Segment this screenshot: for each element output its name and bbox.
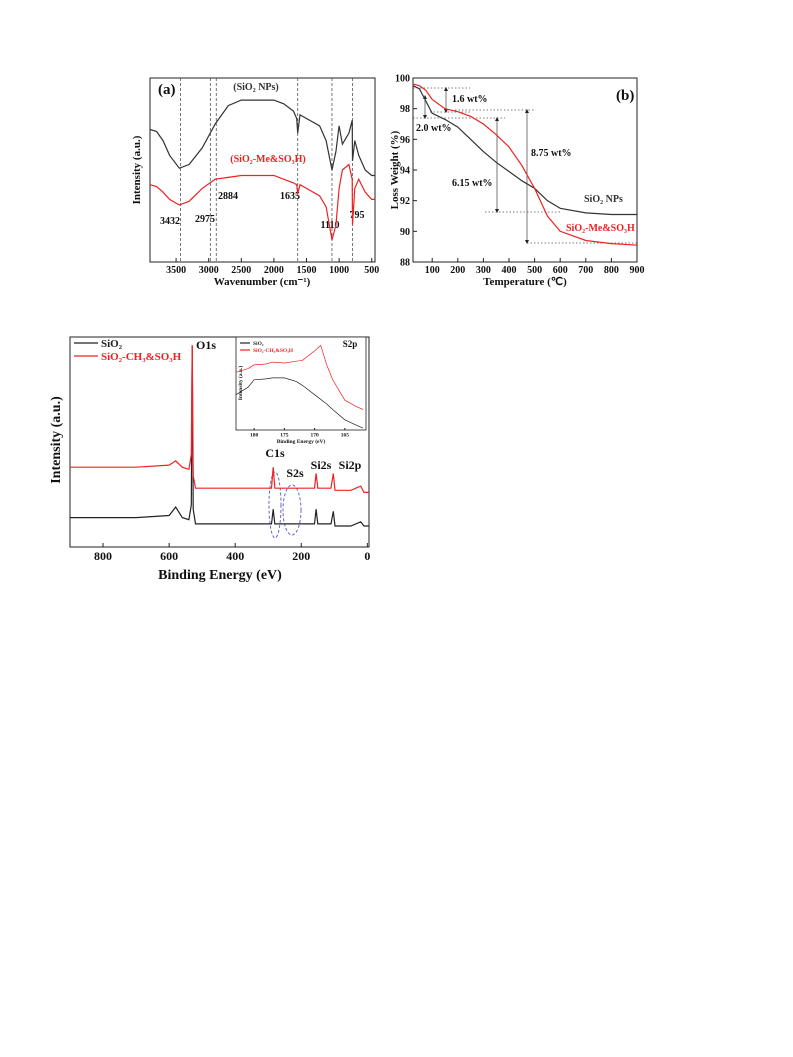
x-tick-label: 3000: [199, 265, 219, 276]
x-tick-label: 200: [450, 265, 465, 276]
annotation: (b): [616, 88, 634, 104]
x-tick-label: 2500: [231, 265, 251, 276]
peak-label: 2975: [195, 214, 215, 225]
series-line: [149, 163, 375, 241]
annotation: S2s: [286, 466, 304, 480]
x-tick-label: 400: [226, 549, 244, 563]
x-tick-label: 800: [94, 549, 112, 563]
ellipse: [268, 471, 282, 539]
series-line: [70, 345, 369, 527]
y-axis-label: Intensity (a.u.): [131, 135, 143, 204]
peak-label: 3432: [160, 216, 180, 227]
y-tick-label: 100: [395, 74, 410, 85]
peak-label: 2884: [218, 191, 238, 202]
series-label: (SiO₂-Me&SO₃H): [230, 154, 305, 165]
series-label: SiO₂ NPs: [584, 194, 623, 205]
series-line: [235, 377, 364, 429]
legend-label: SiO₂-CH₃&SO₃H: [101, 351, 182, 363]
x-tick-label: 1000: [329, 265, 349, 276]
x-axis-label: Binding Energy (eV): [158, 568, 282, 583]
x-tick-label: 500: [364, 265, 379, 276]
plot-frame: [149, 77, 376, 263]
x-tick-label: 700: [578, 265, 593, 276]
series-label: SiO₂-Me&SO₃H: [566, 223, 635, 234]
x-tick-label: 3500: [166, 265, 186, 276]
annotation: C1s: [265, 446, 285, 460]
annotation: (a): [158, 82, 176, 98]
xps-ellipses: [268, 471, 302, 539]
legend-label: SiO₂: [101, 338, 123, 350]
y-tick-label: 90: [400, 227, 410, 238]
x-tick-label: 300: [476, 265, 491, 276]
peak-label: 1635: [280, 191, 300, 202]
series-line: [70, 345, 369, 493]
x-tick-label: 400: [502, 265, 517, 276]
x-tick-label: 500: [527, 265, 542, 276]
annotation: 1.6 wt%: [452, 94, 488, 105]
series-line: [412, 83, 638, 246]
y-tick-label: 94: [400, 166, 410, 177]
annotation: Si2p: [339, 458, 362, 472]
x-tick-label: 600: [160, 549, 178, 563]
x-tick-label: 170: [310, 433, 319, 439]
x-axis-label: Temperature (℃): [483, 276, 567, 288]
annotation: S2p: [343, 339, 358, 349]
x-tick-label: 0: [364, 549, 370, 563]
annotation: O1s: [196, 338, 216, 352]
y-axis-label: Loss Weight (%): [389, 130, 401, 209]
y-tick-label: 96: [400, 135, 410, 146]
y-tick-label: 88: [400, 258, 410, 269]
ellipse: [282, 484, 302, 536]
annotation: Si2s: [311, 458, 332, 472]
annotation: 6.15 wt%: [452, 178, 493, 189]
annotation: 8.75 wt%: [531, 148, 572, 159]
y-axis-label: Intensity (a.u.): [49, 396, 64, 484]
series-line: [412, 85, 637, 216]
legend-label: SiO₂-CH₃&SO₃H: [253, 348, 294, 354]
tga-guides: [413, 87, 637, 244]
x-axis-label: Wavenumber (cm⁻¹): [214, 276, 311, 288]
plot-frame: [235, 336, 367, 431]
x-tick-label: 200: [292, 549, 310, 563]
series-line: [235, 344, 364, 410]
annotation: 2.0 wt%: [416, 123, 452, 134]
x-tick-label: 165: [341, 433, 350, 439]
y-tick-label: 92: [400, 196, 410, 207]
x-tick-label: 175: [280, 433, 289, 439]
x-tick-label: 800: [604, 265, 619, 276]
series-label: (SiO₂ NPs): [233, 82, 279, 93]
peak-label: 795: [350, 210, 365, 221]
x-tick-label: 180: [250, 433, 259, 439]
series-line: [149, 99, 375, 177]
y-tick-label: 98: [400, 104, 410, 115]
x-tick-label: 2000: [264, 265, 284, 276]
plot-frame: [69, 336, 370, 548]
x-tick-label: 900: [630, 265, 645, 276]
x-tick-label: 1500: [297, 265, 317, 276]
x-axis-label: Binding Energy (eV): [277, 438, 326, 445]
y-axis-label: Intensity (a.u.): [237, 366, 244, 401]
x-tick-label: 100: [425, 265, 440, 276]
x-tick-label: 600: [553, 265, 568, 276]
legend-label: SiO₂: [253, 341, 264, 347]
